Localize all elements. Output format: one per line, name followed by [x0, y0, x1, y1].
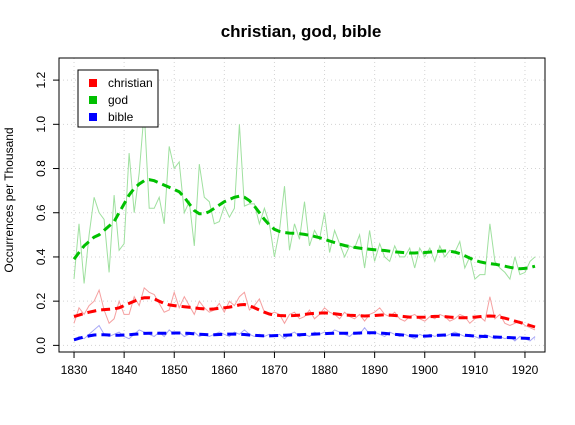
legend-swatch-god — [89, 96, 97, 104]
legend-label-christian: christian — [108, 76, 153, 90]
raw-line-god — [73, 111, 536, 284]
legend-label-bible: bible — [108, 110, 134, 124]
legend-label-god: god — [108, 93, 128, 107]
x-tick-label: 1890 — [361, 363, 388, 377]
legend-swatch-christian — [89, 79, 97, 87]
smooth-line-christian — [73, 296, 536, 329]
x-tick-label: 1850 — [161, 363, 188, 377]
raw-series-lines — [73, 111, 536, 342]
x-tick-label: 1900 — [411, 363, 438, 377]
x-tick-label: 1860 — [211, 363, 238, 377]
x-tick-label: 1920 — [512, 363, 539, 377]
y-tick-label: 0.0 — [34, 337, 48, 354]
y-tick-label: 0.8 — [34, 160, 48, 177]
smooth-line-god — [72, 178, 536, 271]
x-tick-label: 1880 — [311, 363, 338, 377]
legend-swatch-bible — [89, 113, 97, 121]
y-tick-label: 0.2 — [34, 292, 48, 309]
raw-line-christian — [73, 287, 536, 331]
chart-title: christian, god, bible — [221, 22, 382, 41]
y-tick-label: 1.2 — [34, 71, 48, 88]
y-tick-label: 0.4 — [34, 248, 48, 265]
smoothed-series-lines — [72, 178, 536, 342]
y-tick-label: 1.0 — [34, 116, 48, 133]
legend: christian god bible — [77, 69, 159, 128]
smooth-line-bible — [73, 331, 536, 342]
plot-frame — [58, 57, 546, 353]
x-tick-label: 1910 — [462, 363, 489, 377]
y-tick-label: 0.6 — [34, 204, 48, 221]
x-tick-label: 1840 — [111, 363, 138, 377]
x-tick-label: 1830 — [61, 363, 88, 377]
x-tick-label: 1870 — [261, 363, 288, 377]
y-axis-title: Occurrences per Thousand — [2, 127, 16, 272]
axes: 1830 1840 1850 1860 1870 1880 1890 1900 1910 1920… — [34, 57, 546, 377]
